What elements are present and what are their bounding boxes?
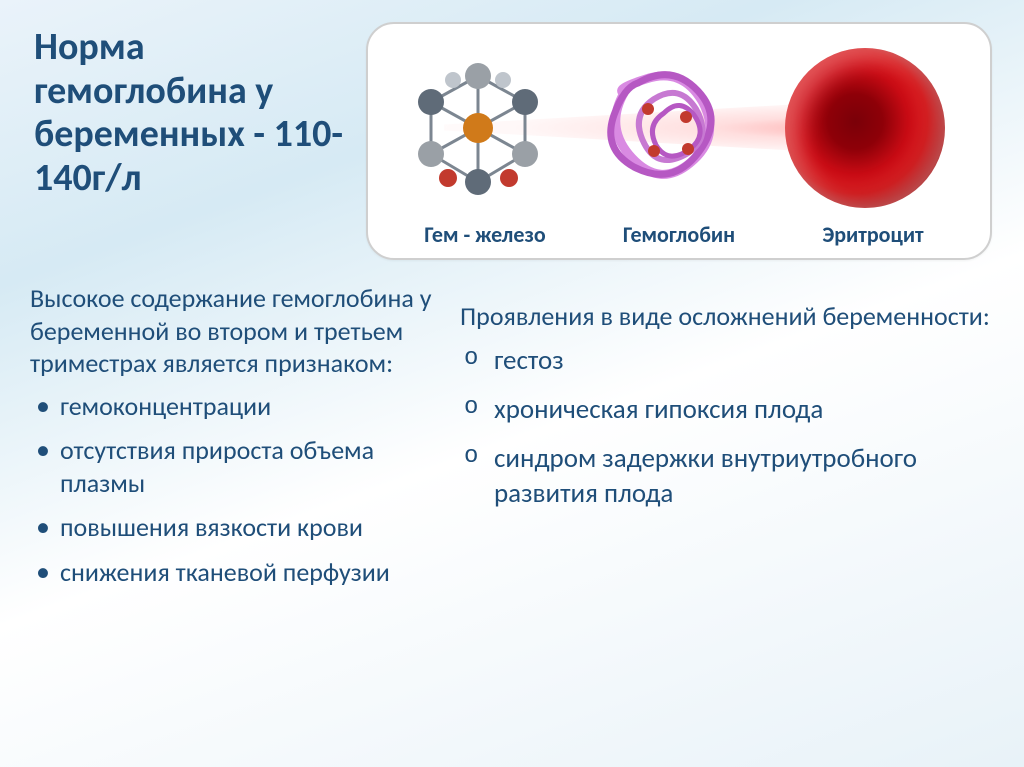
slide-title: Норма гемоглобина у беременных - 110-140… (34, 26, 354, 201)
label-hemoglobin: Гемоглобин (583, 221, 775, 248)
label-erythrocyte: Эритроцит (777, 221, 969, 248)
diagram-panel: Гем - железо Гемоглобин Эритроцит (366, 22, 992, 260)
left-intro: Высокое содержание гемоглобина у беремен… (30, 282, 440, 380)
list-item: синдром задержки внутриутробного развити… (460, 441, 1000, 511)
list-item: отсутствия прироста объема плазмы (30, 434, 440, 499)
list-item: хроническая гипоксия плода (460, 392, 1000, 427)
list-item: гестоз (460, 343, 1000, 378)
heme-molecule-icon (413, 58, 543, 198)
label-heme: Гем - железо (389, 221, 581, 248)
hemoglobin-icon (594, 53, 734, 203)
right-column: Проявления в виде осложнений беременност… (460, 300, 1000, 525)
list-item: повышения вязкости крови (30, 511, 440, 544)
signs-list: гемоконцентрации отсутствия прироста объ… (30, 390, 440, 589)
diagram-labels: Гем - железо Гемоглобин Эритроцит (388, 217, 970, 248)
complications-list: гестоз хроническая гипоксия плода синдро… (460, 343, 1000, 511)
list-item: гемоконцентрации (30, 390, 440, 423)
left-column: Высокое содержание гемоглобина у беремен… (30, 282, 440, 600)
right-intro: Проявления в виде осложнений беременност… (460, 300, 1000, 333)
list-item: снижения тканевой перфузии (30, 556, 440, 589)
erythrocyte-icon (785, 48, 945, 208)
diagram-row (388, 38, 970, 217)
